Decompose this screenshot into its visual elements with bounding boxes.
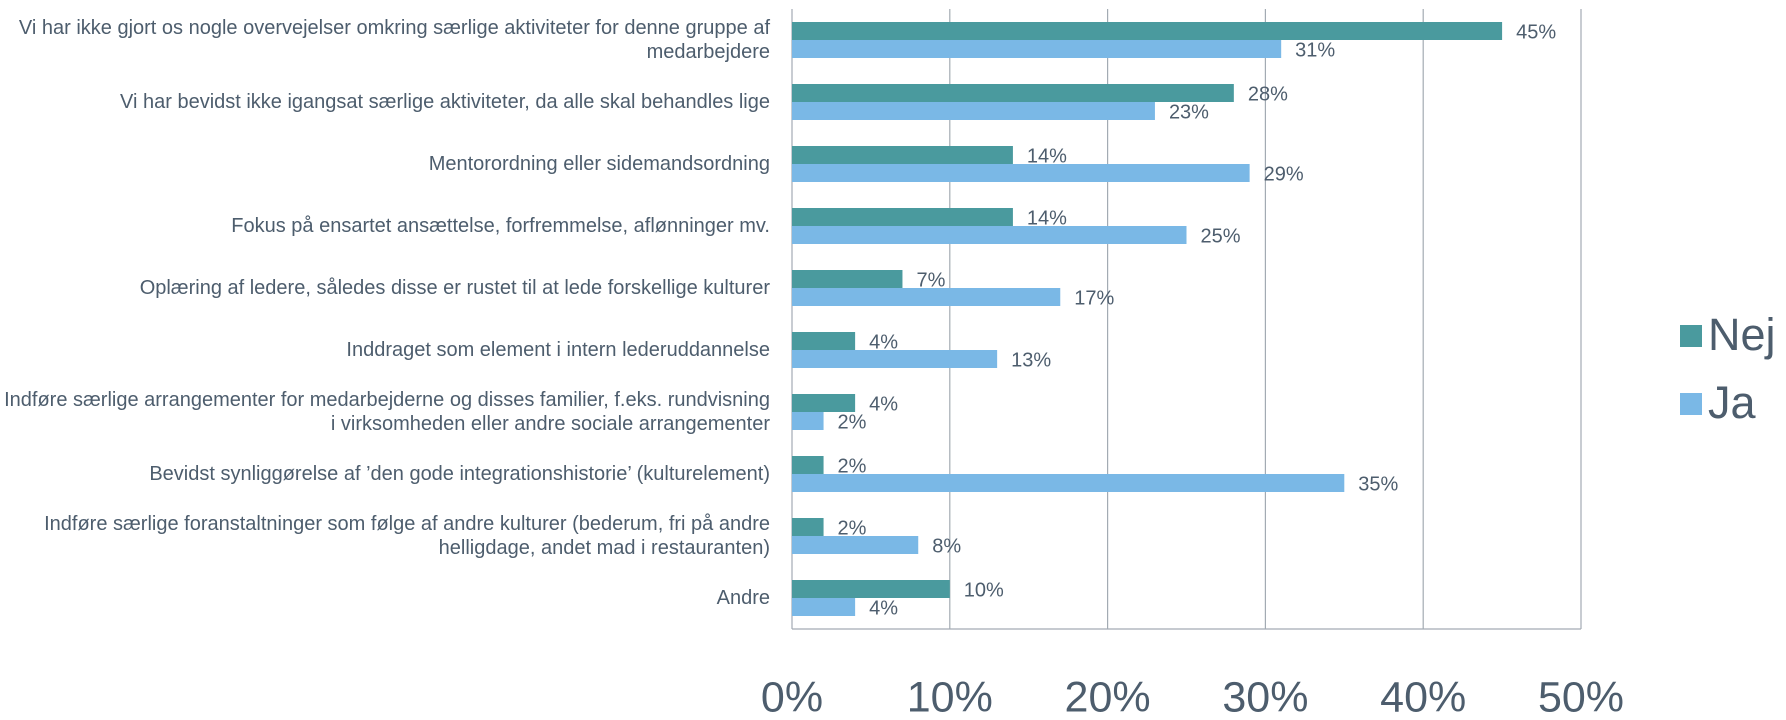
x-tick-label: 50% xyxy=(1538,673,1624,720)
bar xyxy=(792,288,1061,306)
y-tick-label: Mentorordning eller sidemandsordning xyxy=(428,153,770,175)
data-label: 14% xyxy=(1027,145,1067,167)
bar xyxy=(792,270,903,288)
x-tick-label: 10% xyxy=(907,673,993,720)
y-tick-label: Fokus på ensartet ansættelse, forfremmel… xyxy=(231,215,770,237)
bar xyxy=(792,22,1503,40)
bar xyxy=(792,580,950,598)
data-label: 23% xyxy=(1169,101,1209,123)
legend-label: Ja xyxy=(1708,377,1757,428)
data-label: 31% xyxy=(1295,39,1335,61)
bar xyxy=(792,412,824,430)
bar xyxy=(792,598,856,616)
bar xyxy=(792,536,919,554)
data-label: 7% xyxy=(916,269,945,291)
data-label: 8% xyxy=(932,535,961,557)
y-tick-label: Indføre særlige foranstaltninger som føl… xyxy=(44,513,770,559)
data-label: 2% xyxy=(838,455,867,477)
data-label: 10% xyxy=(964,579,1004,601)
x-tick-label: 30% xyxy=(1222,673,1308,720)
bar xyxy=(792,350,998,368)
x-tick-label: 20% xyxy=(1065,673,1151,720)
data-label: 25% xyxy=(1201,225,1241,247)
bar xyxy=(792,40,1282,58)
bar xyxy=(792,456,824,474)
data-label: 29% xyxy=(1264,163,1304,185)
legend-label: Nej xyxy=(1708,309,1776,360)
data-label: 4% xyxy=(869,393,898,415)
y-tick-label: Oplæring af ledere, således disse er rus… xyxy=(139,277,770,299)
legend-swatch xyxy=(1680,393,1702,415)
data-label: 4% xyxy=(869,597,898,619)
data-label: 35% xyxy=(1358,473,1398,495)
legend-swatch xyxy=(1680,325,1702,347)
data-label: 45% xyxy=(1516,21,1556,43)
x-tick-label: 40% xyxy=(1380,673,1466,720)
bar xyxy=(792,518,824,536)
data-label: 13% xyxy=(1011,349,1051,371)
bar xyxy=(792,146,1013,164)
data-label: 14% xyxy=(1027,207,1067,229)
y-tick-label: Vi har bevidst ikke igangsat særlige akt… xyxy=(120,91,770,113)
y-tick-label: Bevidst synliggørelse af ’den gode integ… xyxy=(149,463,770,485)
data-label: 4% xyxy=(869,331,898,353)
data-label: 2% xyxy=(838,517,867,539)
y-tick-label: Andre xyxy=(716,587,770,609)
data-label: 2% xyxy=(838,411,867,433)
data-label: 28% xyxy=(1248,83,1288,105)
x-tick-label: 0% xyxy=(761,673,823,720)
bar xyxy=(792,394,856,412)
bar xyxy=(792,84,1234,102)
bar xyxy=(792,332,856,350)
y-tick-label: Vi har ikke gjort os nogle overvejelser … xyxy=(18,17,770,63)
data-label: 17% xyxy=(1074,287,1114,309)
y-tick-label: Indføre særlige arrangementer for medarb… xyxy=(4,389,770,435)
y-tick-label: Inddraget som element i intern lederudda… xyxy=(346,339,770,361)
bar xyxy=(792,164,1250,182)
bar xyxy=(792,208,1013,226)
bar xyxy=(792,102,1155,120)
bar xyxy=(792,226,1187,244)
bar xyxy=(792,474,1345,492)
